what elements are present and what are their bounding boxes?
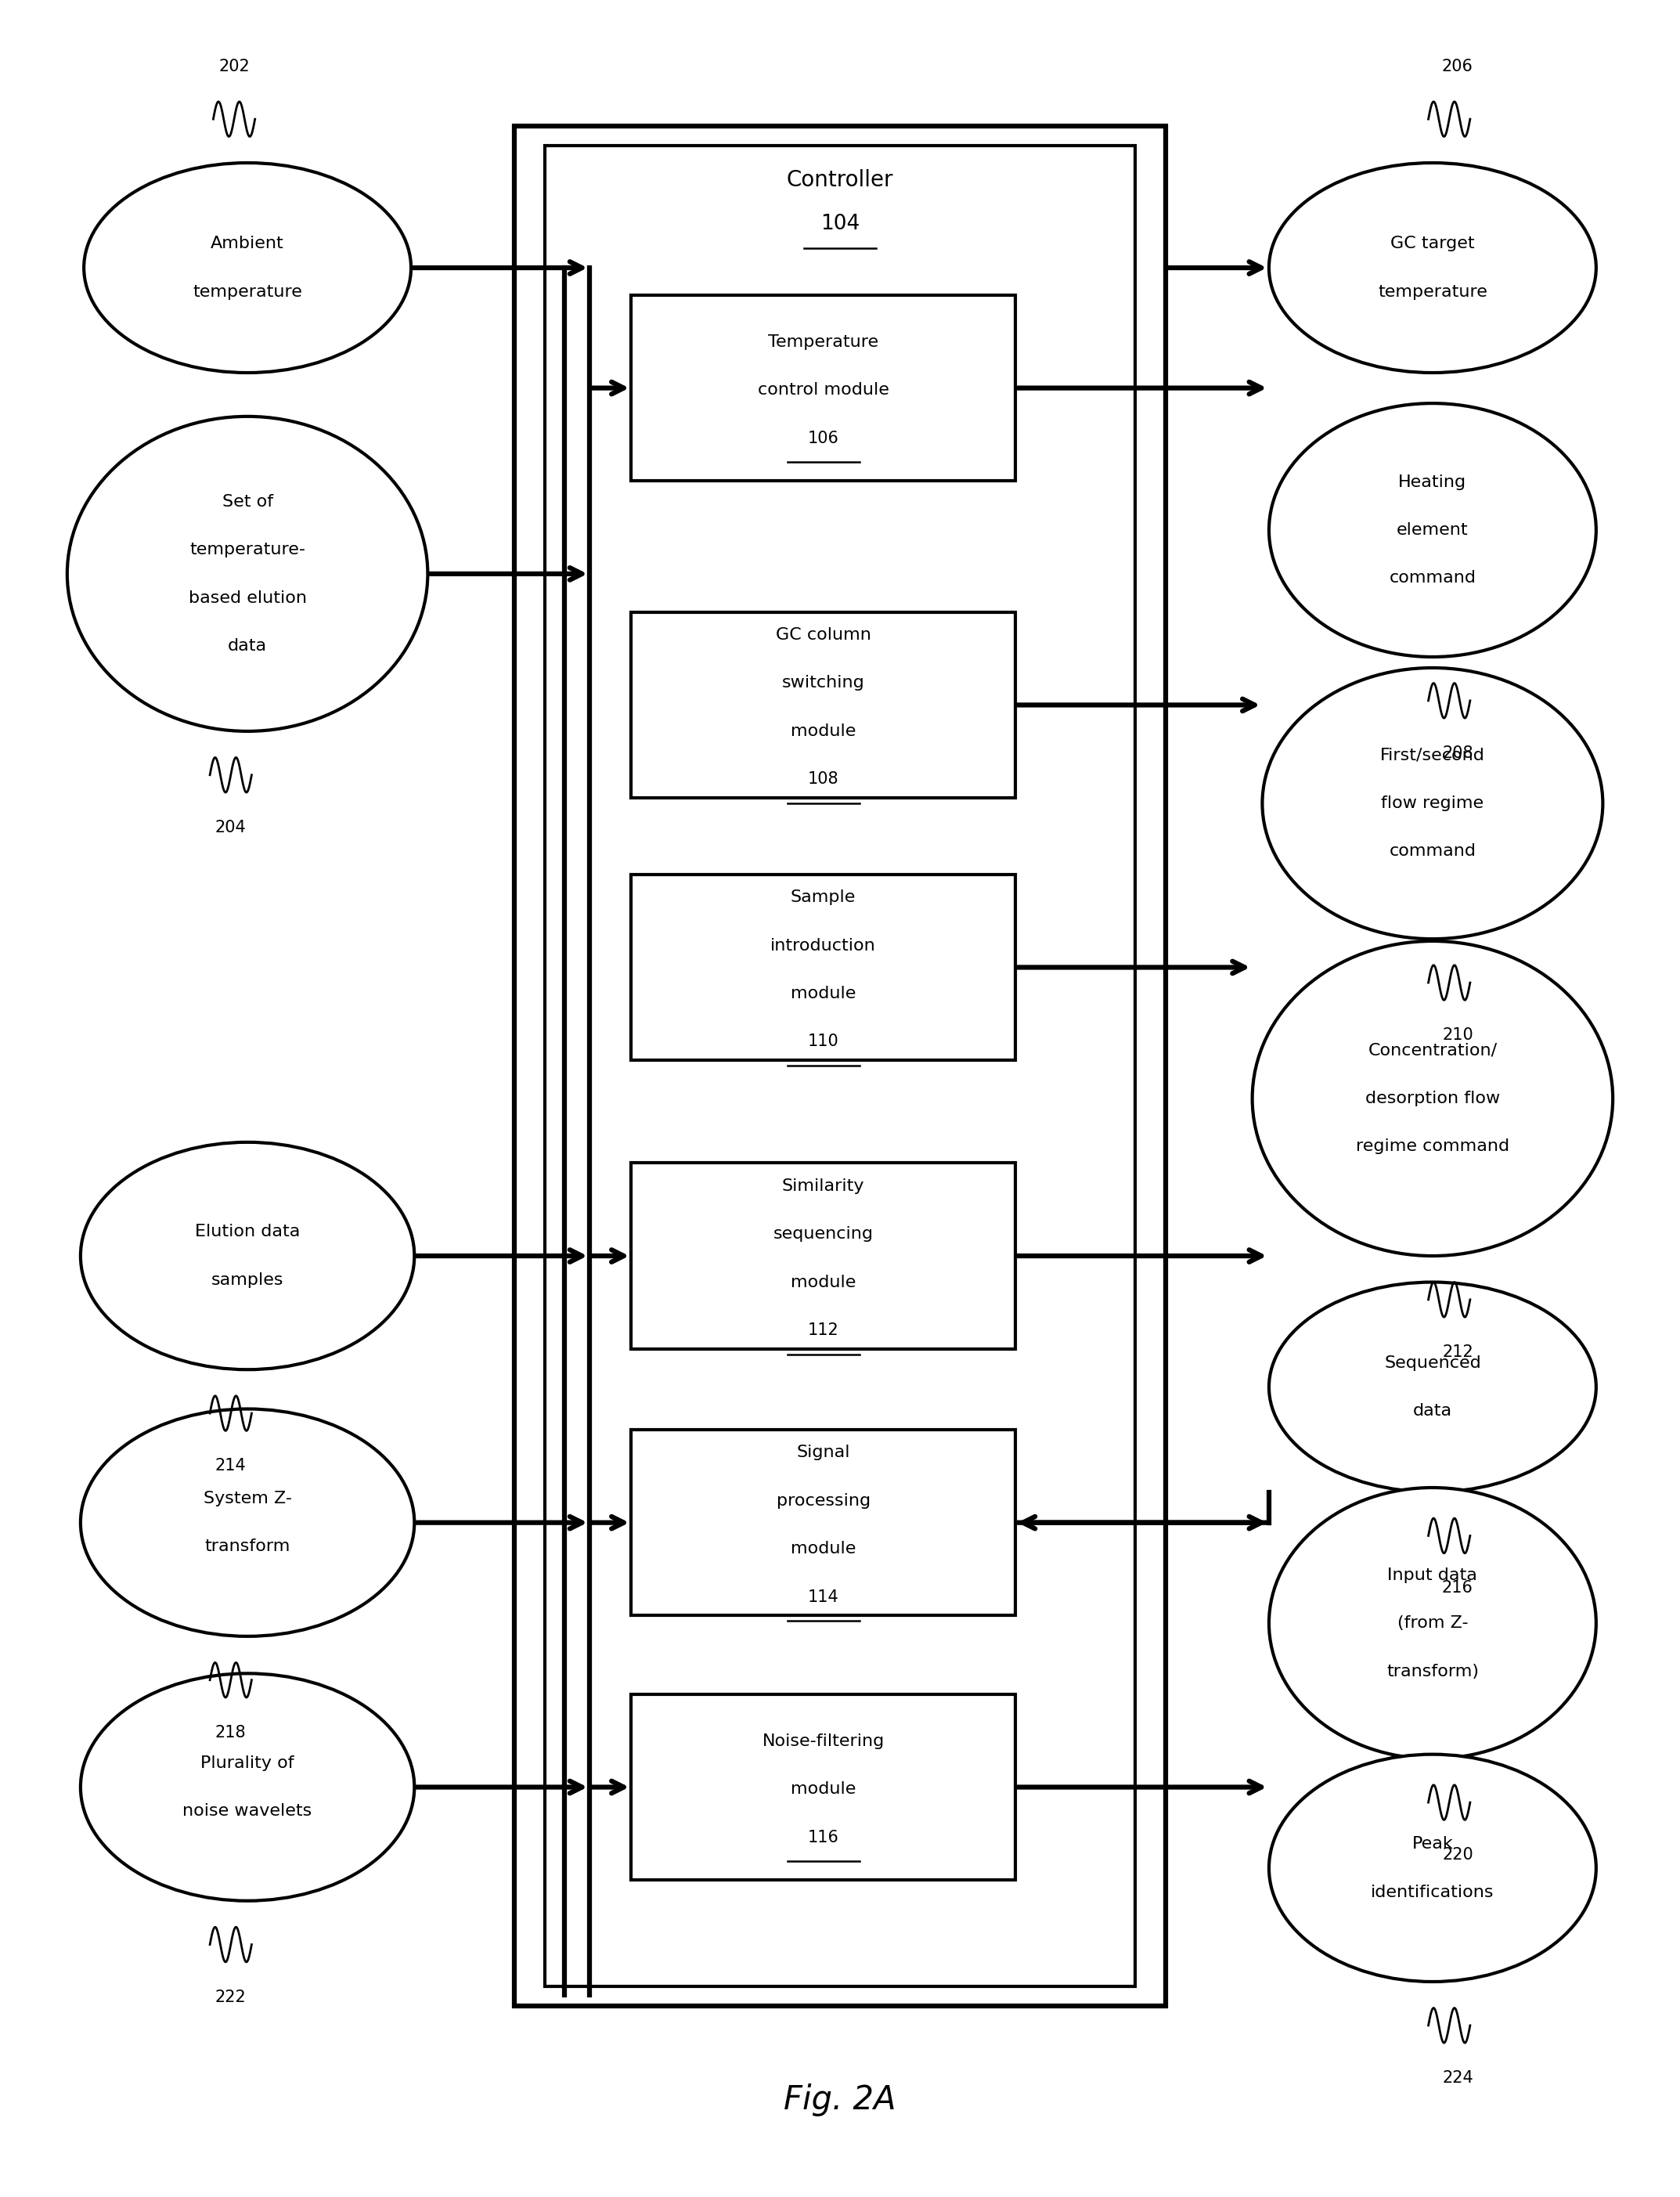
Text: data: data [228, 637, 267, 655]
Text: samples: samples [212, 1272, 284, 1287]
Text: Ambient: Ambient [210, 235, 284, 250]
Text: introduction: introduction [771, 938, 875, 953]
Text: 202: 202 [218, 59, 250, 75]
Text: 216: 216 [1441, 1580, 1473, 1595]
Text: Elution data: Elution data [195, 1224, 301, 1239]
Text: Signal: Signal [796, 1446, 850, 1461]
Ellipse shape [81, 1142, 415, 1369]
Text: sequencing: sequencing [773, 1226, 874, 1241]
Text: regime command: regime command [1356, 1138, 1509, 1153]
Ellipse shape [67, 417, 428, 732]
Text: 210: 210 [1441, 1028, 1473, 1044]
Text: noise wavelets: noise wavelets [183, 1804, 312, 1819]
Text: 106: 106 [808, 431, 838, 446]
Ellipse shape [1268, 1487, 1596, 1760]
Text: 116: 116 [808, 1830, 838, 1845]
Bar [632, 1430, 1015, 1615]
Text: Plurality of: Plurality of [200, 1755, 294, 1771]
Text: Peak: Peak [1411, 1837, 1453, 1852]
Text: 212: 212 [1441, 1345, 1473, 1360]
Text: temperature: temperature [193, 283, 302, 299]
Text: module: module [791, 986, 855, 1002]
Text: 108: 108 [808, 771, 838, 787]
Text: 204: 204 [215, 819, 247, 835]
Text: Temperature: Temperature [768, 334, 879, 349]
Bar [632, 1694, 1015, 1881]
Text: Fig. 2A: Fig. 2A [785, 2083, 895, 2116]
Text: Heating: Heating [1398, 475, 1467, 490]
Ellipse shape [1268, 1283, 1596, 1492]
Text: 214: 214 [215, 1459, 247, 1474]
Text: 110: 110 [808, 1035, 838, 1050]
Text: 218: 218 [215, 1725, 247, 1740]
Text: Noise-filtering: Noise-filtering [763, 1733, 884, 1749]
Text: 208: 208 [1441, 745, 1473, 760]
Text: GC column: GC column [776, 626, 870, 644]
Text: GC target: GC target [1391, 235, 1475, 250]
Ellipse shape [84, 163, 412, 373]
Text: identifications: identifications [1371, 1885, 1494, 1900]
Text: command: command [1389, 571, 1477, 587]
Text: Similarity: Similarity [781, 1178, 865, 1193]
Bar [632, 294, 1015, 481]
Text: Sequenced: Sequenced [1384, 1356, 1482, 1371]
Text: temperature-: temperature- [190, 543, 306, 558]
Text: (from Z-: (from Z- [1398, 1615, 1468, 1630]
Ellipse shape [1268, 163, 1596, 373]
Ellipse shape [81, 1674, 415, 1900]
Text: control module: control module [758, 382, 889, 398]
Text: module: module [791, 1782, 855, 1797]
Text: transform): transform) [1386, 1663, 1478, 1679]
Text: data: data [1413, 1404, 1452, 1419]
Text: Set of: Set of [222, 494, 272, 510]
Bar [544, 145, 1136, 1986]
Bar [514, 125, 1166, 2006]
Text: command: command [1389, 844, 1477, 859]
Text: module: module [791, 723, 855, 738]
Text: Concentration/: Concentration/ [1368, 1044, 1497, 1059]
Text: processing: processing [776, 1494, 870, 1509]
Text: Sample: Sample [791, 890, 855, 905]
Ellipse shape [1252, 940, 1613, 1257]
Text: module: module [791, 1274, 855, 1290]
Text: temperature: temperature [1378, 283, 1487, 299]
Text: Controller: Controller [786, 169, 894, 191]
Text: switching: switching [781, 674, 865, 692]
Text: 206: 206 [1441, 59, 1473, 75]
Ellipse shape [1268, 404, 1596, 657]
Text: 114: 114 [808, 1588, 838, 1604]
Text: element: element [1396, 523, 1468, 538]
Bar [632, 1162, 1015, 1349]
Text: transform: transform [205, 1538, 291, 1555]
Text: 224: 224 [1441, 2070, 1473, 2085]
Text: 222: 222 [215, 1988, 247, 2006]
Ellipse shape [1262, 668, 1603, 938]
Text: 112: 112 [808, 1323, 838, 1338]
Text: desorption flow: desorption flow [1366, 1090, 1500, 1107]
Bar [632, 874, 1015, 1061]
Text: 104: 104 [820, 213, 860, 235]
Bar [632, 613, 1015, 798]
Text: First/second: First/second [1381, 747, 1485, 762]
Text: flow regime: flow regime [1381, 795, 1483, 811]
Ellipse shape [1268, 1755, 1596, 1982]
Text: 220: 220 [1441, 1848, 1473, 1863]
Text: Input data: Input data [1388, 1566, 1477, 1582]
Ellipse shape [81, 1408, 415, 1637]
Text: based elution: based elution [188, 591, 306, 606]
Text: module: module [791, 1540, 855, 1558]
Text: System Z-: System Z- [203, 1492, 292, 1507]
